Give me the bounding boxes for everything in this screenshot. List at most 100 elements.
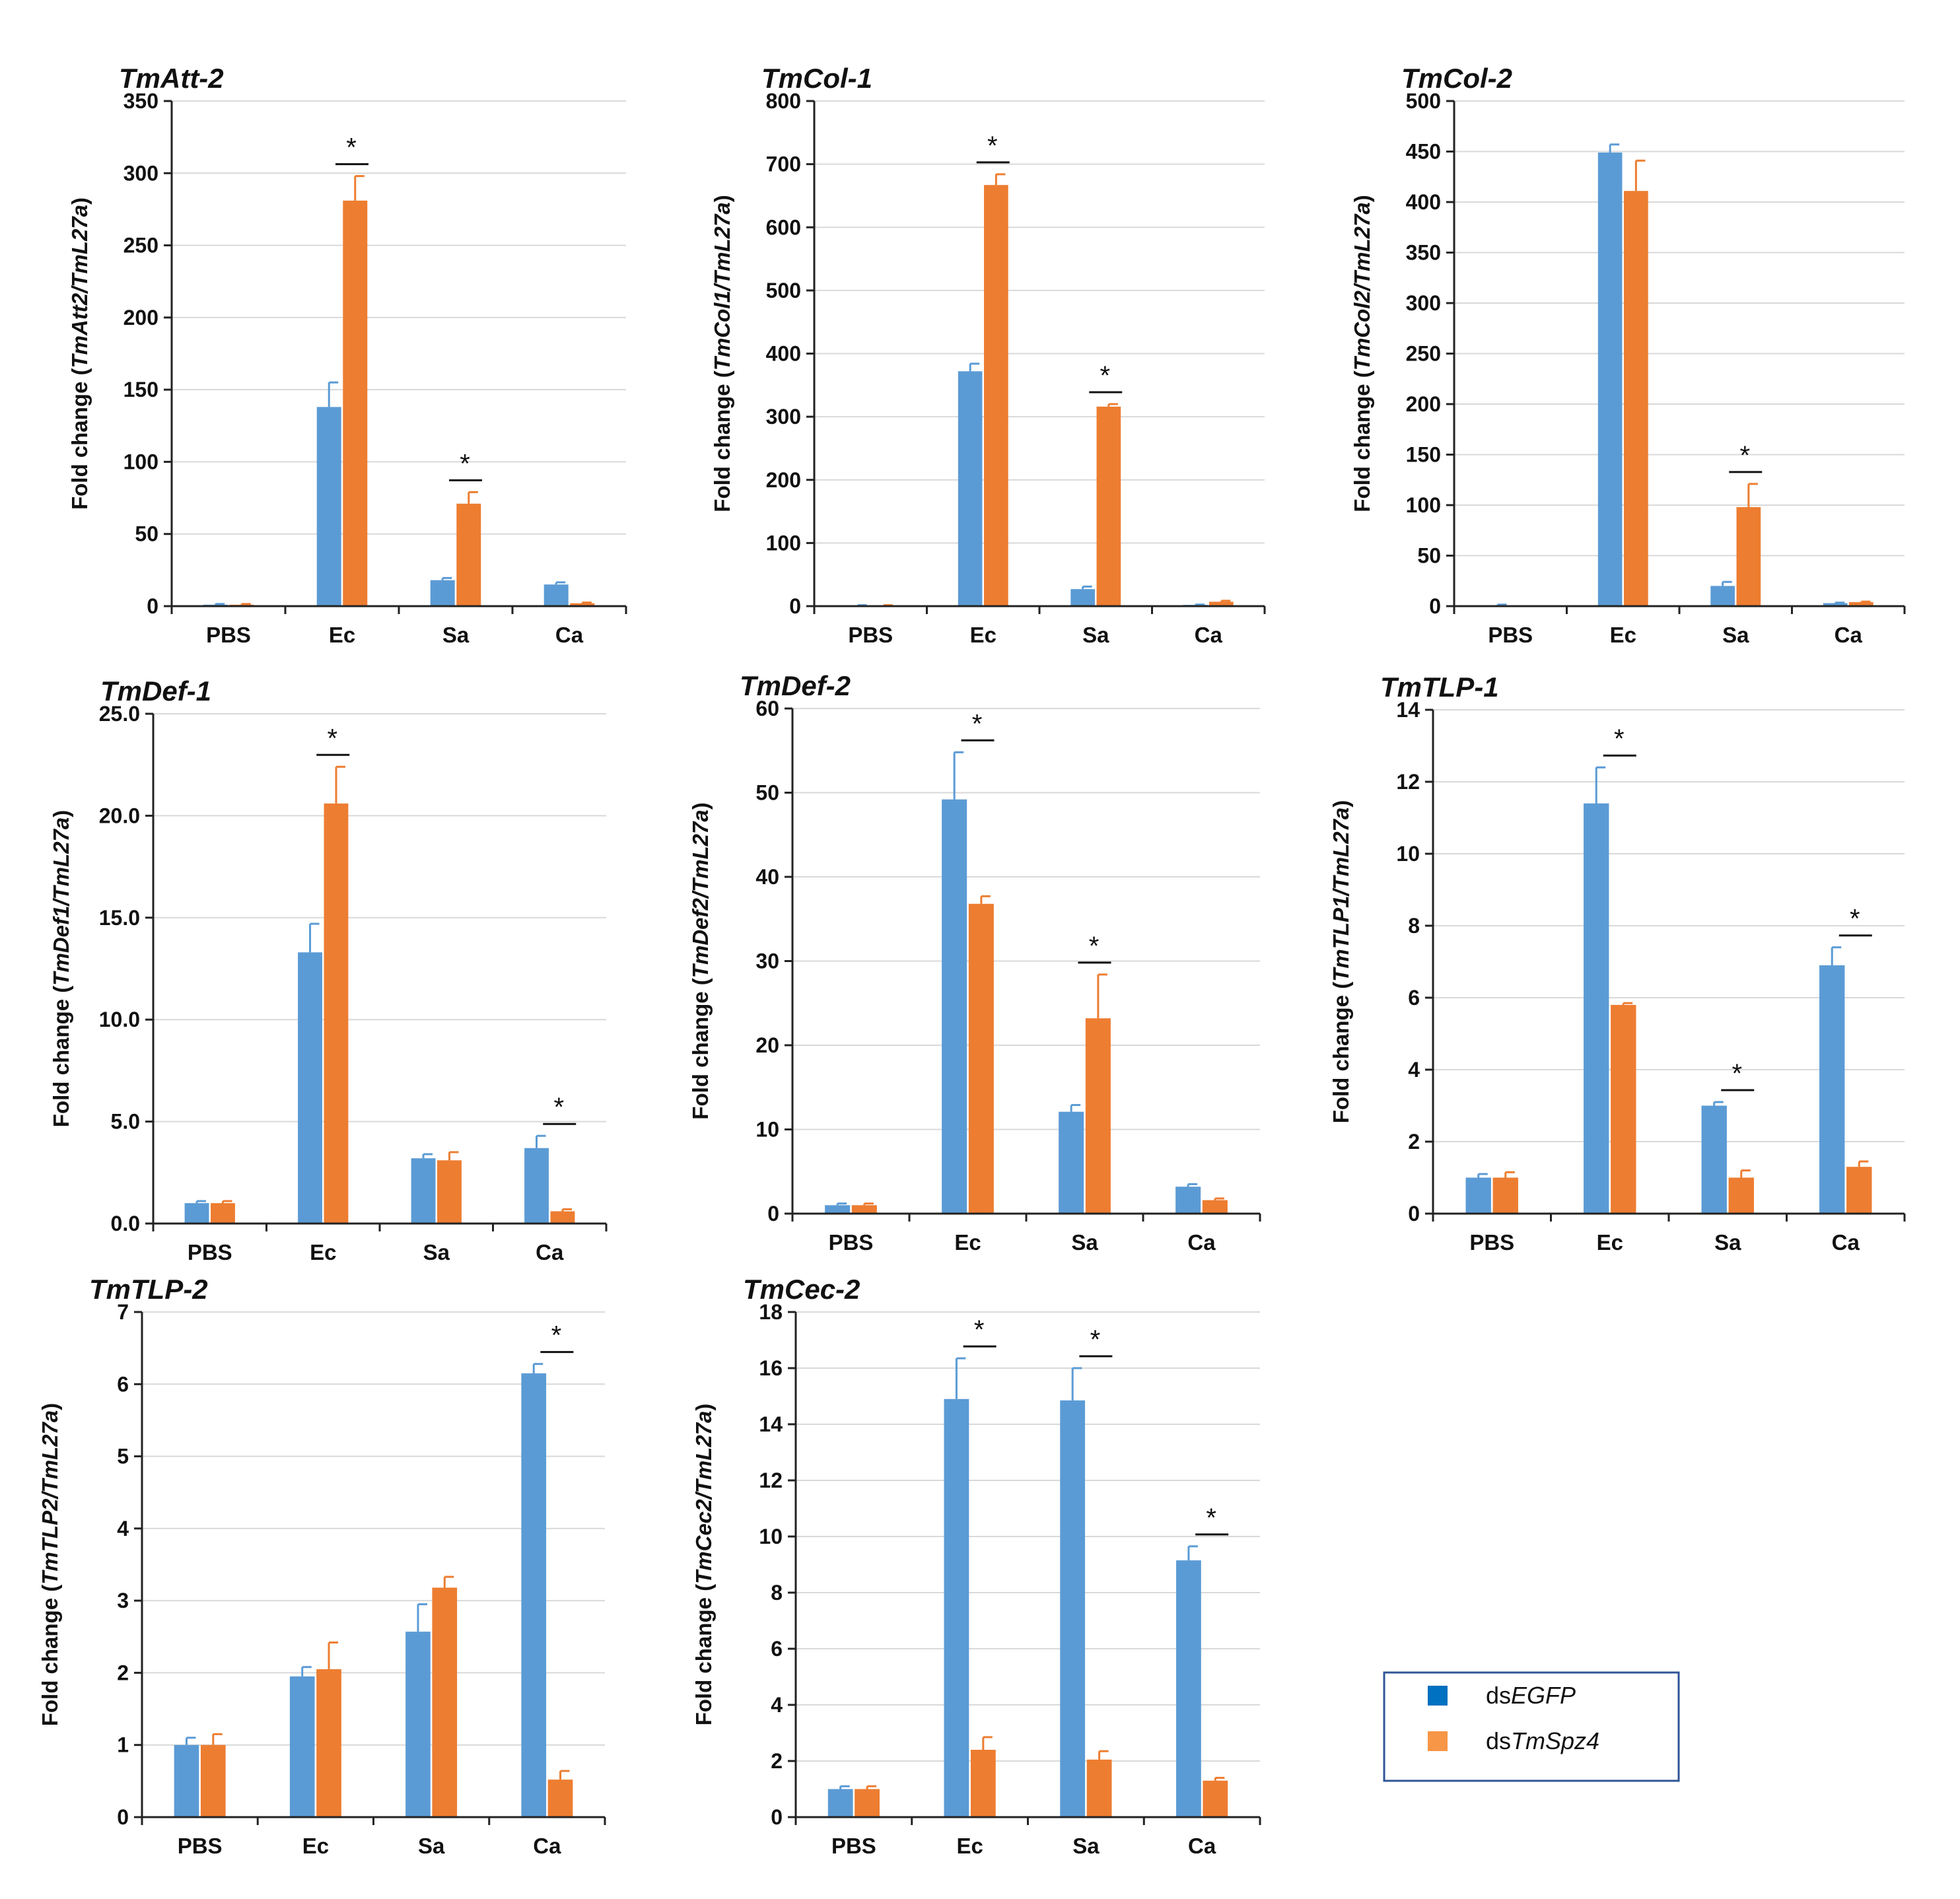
x-category-label: Sa [1722, 623, 1749, 647]
x-category-label: PBS [1488, 623, 1533, 647]
x-category-label: Ec [329, 623, 355, 647]
y-tick-label: 4 [117, 1517, 129, 1540]
x-category-label: Sa [442, 623, 470, 647]
chart-title: TmCol-1 [761, 63, 872, 94]
y-tick-label: 100 [766, 531, 801, 555]
x-category-label: PBS [829, 1230, 874, 1255]
y-tick-label: 10 [1396, 842, 1420, 866]
y-axis-label: Fold change (TmTLP1/TmL27a) [1329, 800, 1353, 1124]
y-axis-label: Fold change (TmCol2/TmL27a) [1350, 195, 1374, 512]
bar-tmatt-2-ec-dsegfp [316, 407, 341, 606]
y-tick-label: 600 [766, 215, 801, 239]
significance-star: * [346, 133, 357, 162]
y-tick-label: 3 [117, 1589, 129, 1612]
bar-tmtlp-2-pbs-dstmspz4 [200, 1744, 226, 1817]
x-category-label: Sa [1072, 1834, 1100, 1858]
bar-tmcec-2-ec-dstmspz4 [970, 1750, 996, 1817]
x-category-label: Ca [1835, 623, 1863, 647]
chart-title: TmTLP-1 [1380, 672, 1499, 703]
y-tick-label: 300 [766, 405, 801, 429]
bar-tmatt-2-sa-dsegfp [430, 580, 455, 606]
chart-tmcol-1: 0 100 200 300 400 500 600 700 800 PBS Ec Sa Ca * * TmCo… [710, 63, 1266, 647]
y-tick-label: 2 [1408, 1130, 1420, 1154]
significance-star: * [1100, 361, 1110, 390]
bar-tmtlp-1-ec-dsegfp [1584, 803, 1609, 1214]
chart-title: TmAtt-2 [119, 63, 224, 94]
bar-tmdef-2-ec-dstmspz4 [968, 903, 994, 1214]
y-tick-label: 7 [117, 1300, 129, 1324]
y-tick-label: 100 [1406, 493, 1441, 517]
y-tick-label: 10.0 [99, 1008, 140, 1031]
y-tick-label: 250 [1406, 342, 1441, 366]
x-category-label: Sa [418, 1834, 445, 1858]
significance-star: * [974, 1315, 985, 1344]
y-tick-label: 0 [767, 1202, 779, 1226]
y-tick-label: 1 [117, 1733, 129, 1757]
y-tick-label: 0 [1408, 1202, 1420, 1226]
y-tick-label: 500 [766, 279, 801, 302]
x-category-label: Ca [1188, 1834, 1216, 1858]
bar-tmtlp-1-ca-dstmspz4 [1846, 1167, 1872, 1214]
x-category-label: PBS [206, 623, 251, 647]
y-tick-label: 20.0 [99, 804, 140, 827]
y-tick-label: 350 [123, 89, 158, 113]
chart-tmtlp-1: 0 2 4 6 8 10 12 14 PBS Ec Sa Ca * * * TmTLP-1 Fold chang… [1329, 672, 1906, 1255]
y-tick-label: 350 [1406, 241, 1441, 265]
bar-tmcec-2-ec-dsegfp [944, 1398, 969, 1817]
bar-tmdef-1-sa-dstmspz4 [437, 1160, 462, 1224]
x-category-label: Ca [536, 1240, 564, 1264]
bar-tmtlp-2-ca-dstmspz4 [547, 1779, 573, 1817]
x-category-label: Ca [555, 623, 584, 647]
bar-tmtlp-2-ca-dsegfp [521, 1373, 547, 1817]
y-tick-label: 500 [1406, 89, 1441, 113]
x-category-label: PBS [848, 623, 893, 647]
bar-tmtlp-1-sa-dsegfp [1701, 1105, 1727, 1214]
bar-tmtlp-1-ca-dsegfp [1819, 965, 1845, 1214]
chart-title: TmCec-2 [743, 1274, 860, 1305]
bar-tmatt-2-ca-dsegfp [543, 584, 569, 606]
bar-tmcol-1-sa-dstmspz4 [1096, 406, 1121, 606]
y-tick-label: 100 [123, 450, 158, 473]
bar-tmtlp-2-sa-dstmspz4 [432, 1587, 458, 1817]
bar-tmcol-1-ca-dstmspz4 [1209, 602, 1234, 606]
bar-tmdef-1-ca-dstmspz4 [550, 1211, 575, 1224]
bar-tmtlp-1-ec-dstmspz4 [1611, 1004, 1636, 1214]
bar-tmdef-1-ec-dstmspz4 [324, 803, 349, 1224]
bar-tmdef-1-ca-dsegfp [524, 1148, 549, 1224]
x-category-label: Ec [1610, 623, 1636, 647]
bar-tmcec-2-sa-dsegfp [1060, 1400, 1086, 1817]
y-tick-label: 0 [789, 594, 801, 618]
chart-title: TmCol-2 [1401, 63, 1512, 94]
y-tick-label: 4 [771, 1693, 783, 1717]
bar-tmcol-1-ec-dstmspz4 [984, 185, 1008, 606]
bar-tmcol-2-sa-dsegfp [1710, 586, 1735, 606]
x-category-label: Ec [954, 1230, 981, 1255]
legend-swatch-tmspz4 [1428, 1731, 1448, 1751]
chart-title: TmDef-2 [740, 670, 851, 701]
y-tick-label: 6 [771, 1637, 783, 1661]
bar-tmdef-1-sa-dsegfp [411, 1158, 436, 1224]
y-tick-label: 2 [117, 1661, 129, 1684]
x-category-label: Ca [1187, 1230, 1216, 1255]
bar-tmdef-2-pbs-dstmspz4 [851, 1205, 877, 1214]
y-tick-label: 50 [135, 522, 158, 546]
y-tick-label: 40 [755, 865, 779, 889]
y-tick-label: 8 [771, 1581, 783, 1605]
y-tick-label: 5.0 [111, 1110, 140, 1134]
y-tick-label: 450 [1406, 140, 1441, 164]
y-axis-label: Fold change (TmTLP2/TmL27a) [38, 1403, 62, 1727]
y-tick-label: 250 [123, 234, 158, 258]
y-tick-label: 5 [117, 1445, 129, 1468]
bar-tmcol-1-sa-dsegfp [1070, 589, 1095, 606]
legend-swatch-egfp [1428, 1686, 1448, 1706]
bar-tmdef-1-ec-dsegfp [298, 952, 322, 1224]
y-tick-label: 4 [1408, 1058, 1420, 1082]
y-tick-label: 0 [147, 594, 158, 618]
y-tick-label: 150 [123, 378, 158, 401]
x-category-label: Ec [1597, 1230, 1623, 1255]
y-tick-label: 0 [771, 1805, 783, 1829]
bar-tmdef-2-ec-dsegfp [942, 799, 967, 1214]
legend-label-tmspz4: dsTmSpz4 [1486, 1727, 1599, 1754]
legend-label-egfp: dsEGFP [1486, 1682, 1576, 1709]
